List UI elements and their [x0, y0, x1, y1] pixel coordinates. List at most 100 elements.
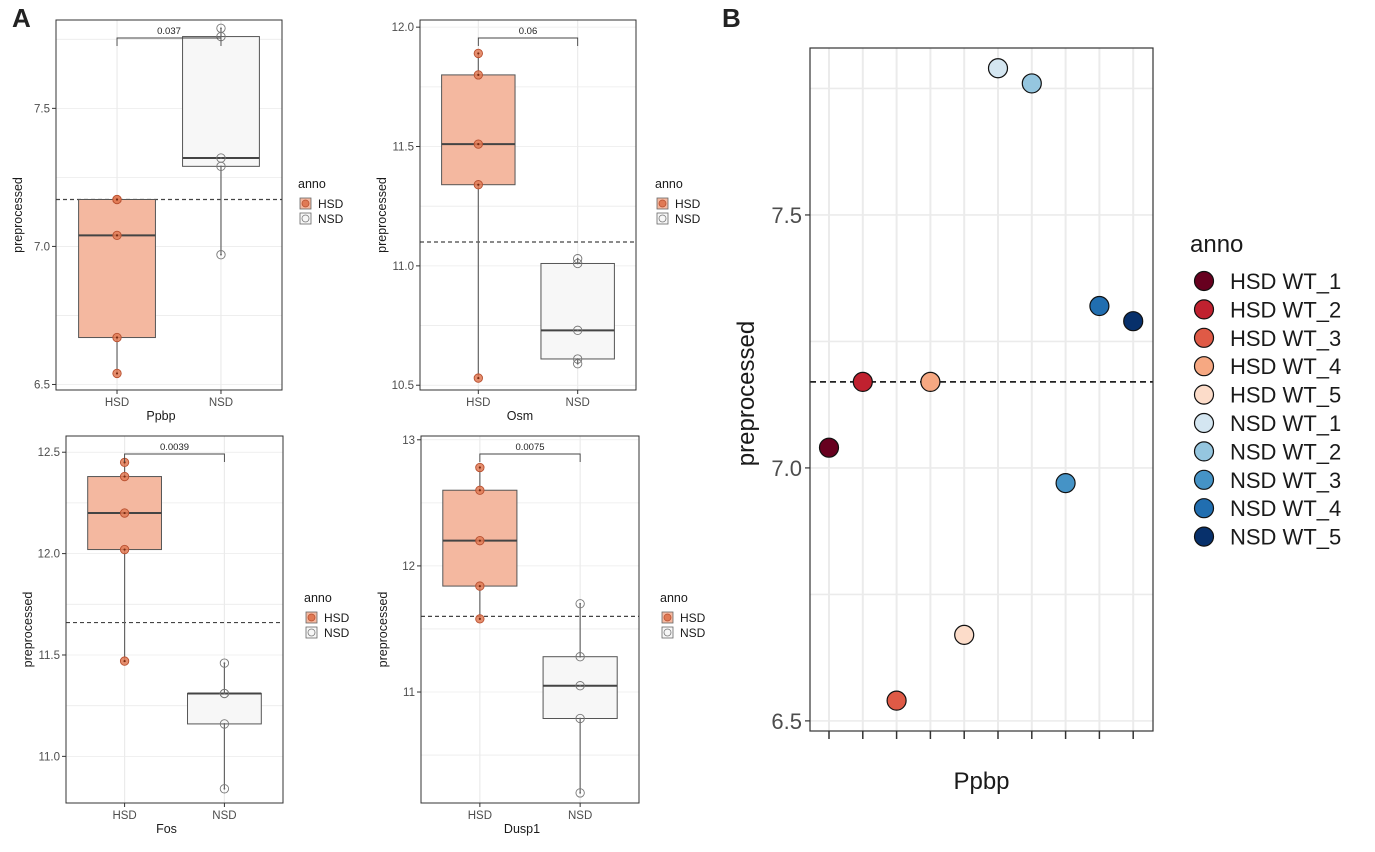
data-point-center	[220, 27, 222, 30]
legend-title: anno	[660, 591, 688, 605]
data-point-center	[477, 143, 480, 146]
data-point-center	[220, 35, 222, 38]
legend-key-point	[301, 214, 310, 223]
p-value-label: 0.0039	[160, 442, 189, 453]
legend-title: anno	[304, 591, 332, 605]
y-tick-label: 11.0	[38, 751, 60, 763]
legend-key	[1193, 498, 1215, 519]
box-nsd	[182, 36, 260, 167]
plot-border	[65, 435, 284, 804]
sample-point	[954, 624, 975, 645]
data-point-center	[477, 183, 480, 186]
legend-key	[1193, 384, 1215, 405]
data-point-center	[223, 662, 226, 664]
data-point-center	[123, 511, 126, 515]
legend-label: HSD WT_4	[1230, 354, 1341, 379]
legend-label: HSD WT_3	[1230, 326, 1341, 351]
plot-border	[55, 19, 283, 391]
data-point-center	[223, 723, 226, 725]
x-tick-label: HSD	[105, 397, 129, 409]
sample-point	[1089, 295, 1110, 317]
legend-key-point	[658, 199, 667, 208]
legend-label-hsd: HSD	[318, 197, 344, 211]
y-tick-label: 12.0	[392, 22, 414, 34]
legend-key	[1193, 356, 1215, 377]
y-tick-label: 12.0	[38, 549, 60, 561]
legend-label: NSD WT_2	[1230, 439, 1341, 464]
y-tick-label: 12	[402, 561, 415, 573]
y-tick-label: 7.5	[34, 103, 50, 115]
x-axis-title: Dusp1	[504, 822, 540, 836]
x-tick-label: NSD	[566, 397, 590, 409]
y-tick-label: 11.0	[392, 261, 414, 273]
data-point	[219, 688, 230, 699]
data-point-center	[478, 466, 481, 469]
data-point	[575, 788, 585, 798]
x-tick-label: HSD	[112, 810, 136, 822]
p-value-label: 0.037	[157, 26, 181, 37]
data-point-center	[115, 198, 119, 201]
sample-point	[1021, 73, 1042, 94]
y-axis-title: preprocessed	[11, 177, 25, 253]
panel-label-b: B	[722, 3, 741, 33]
data-point-center	[579, 792, 582, 794]
panel-label-a: A	[12, 3, 31, 33]
data-point-center	[579, 655, 582, 658]
significance-bracket	[477, 37, 579, 46]
data-point-center	[576, 329, 579, 332]
data-point-center	[477, 52, 480, 55]
significance-bracket	[479, 453, 581, 462]
box-hsd	[441, 74, 516, 186]
data-point-center	[123, 461, 126, 464]
legend-label-hsd: HSD	[680, 611, 706, 625]
legend-key	[1193, 526, 1215, 547]
data-point-center	[576, 362, 579, 365]
y-axis-title: preprocessed	[375, 177, 389, 253]
y-tick-label: 11.5	[38, 650, 60, 662]
x-tick-label: NSD	[209, 397, 233, 409]
data-point	[216, 161, 226, 171]
data-point-center	[478, 584, 481, 588]
data-point-center	[477, 376, 480, 380]
data-point	[219, 658, 230, 668]
data-point-center	[115, 234, 119, 237]
legend-key-point	[301, 199, 310, 208]
legend-label-nsd: NSD	[675, 212, 701, 226]
legend-label-nsd: NSD	[680, 626, 706, 640]
legend-label: NSD WT_5	[1230, 525, 1341, 550]
legend-key	[1193, 327, 1215, 348]
data-point-center	[579, 717, 582, 720]
legend-key	[305, 626, 318, 639]
sample-point	[1123, 311, 1144, 332]
legend-label: NSD WT_4	[1230, 496, 1341, 521]
legend-label-hsd: HSD	[675, 197, 701, 211]
plot-border	[420, 435, 640, 804]
legend-key	[656, 212, 669, 225]
legend-title: anno	[298, 177, 326, 191]
legend-label-nsd: NSD	[324, 626, 350, 640]
legend-key-point	[658, 214, 667, 223]
y-tick-label: 6.5	[34, 379, 50, 391]
data-point-center	[123, 659, 126, 663]
legend-label: NSD WT_1	[1230, 411, 1341, 436]
data-point	[573, 325, 583, 335]
data-point-center	[123, 475, 126, 478]
data-point	[573, 359, 583, 369]
y-tick-label: 7.5	[771, 203, 802, 228]
y-tick-label: 11	[403, 687, 415, 699]
box-nsd	[542, 656, 618, 720]
x-tick-label: HSD	[466, 397, 490, 409]
sample-point	[920, 371, 941, 393]
scatter-ppbp-samples: 6.5 7.0 7.5 Ppbp preprocessed anno HSD WT_1 HSD…	[733, 47, 1341, 795]
y-tick-label: 12.5	[38, 447, 60, 459]
legend-label: NSD WT_3	[1230, 468, 1341, 493]
data-point	[219, 719, 230, 729]
x-tick-label: NSD	[568, 810, 592, 822]
p-value-label: 0.06	[519, 26, 538, 37]
significance-bracket	[124, 453, 225, 462]
legend-key	[1193, 441, 1215, 462]
